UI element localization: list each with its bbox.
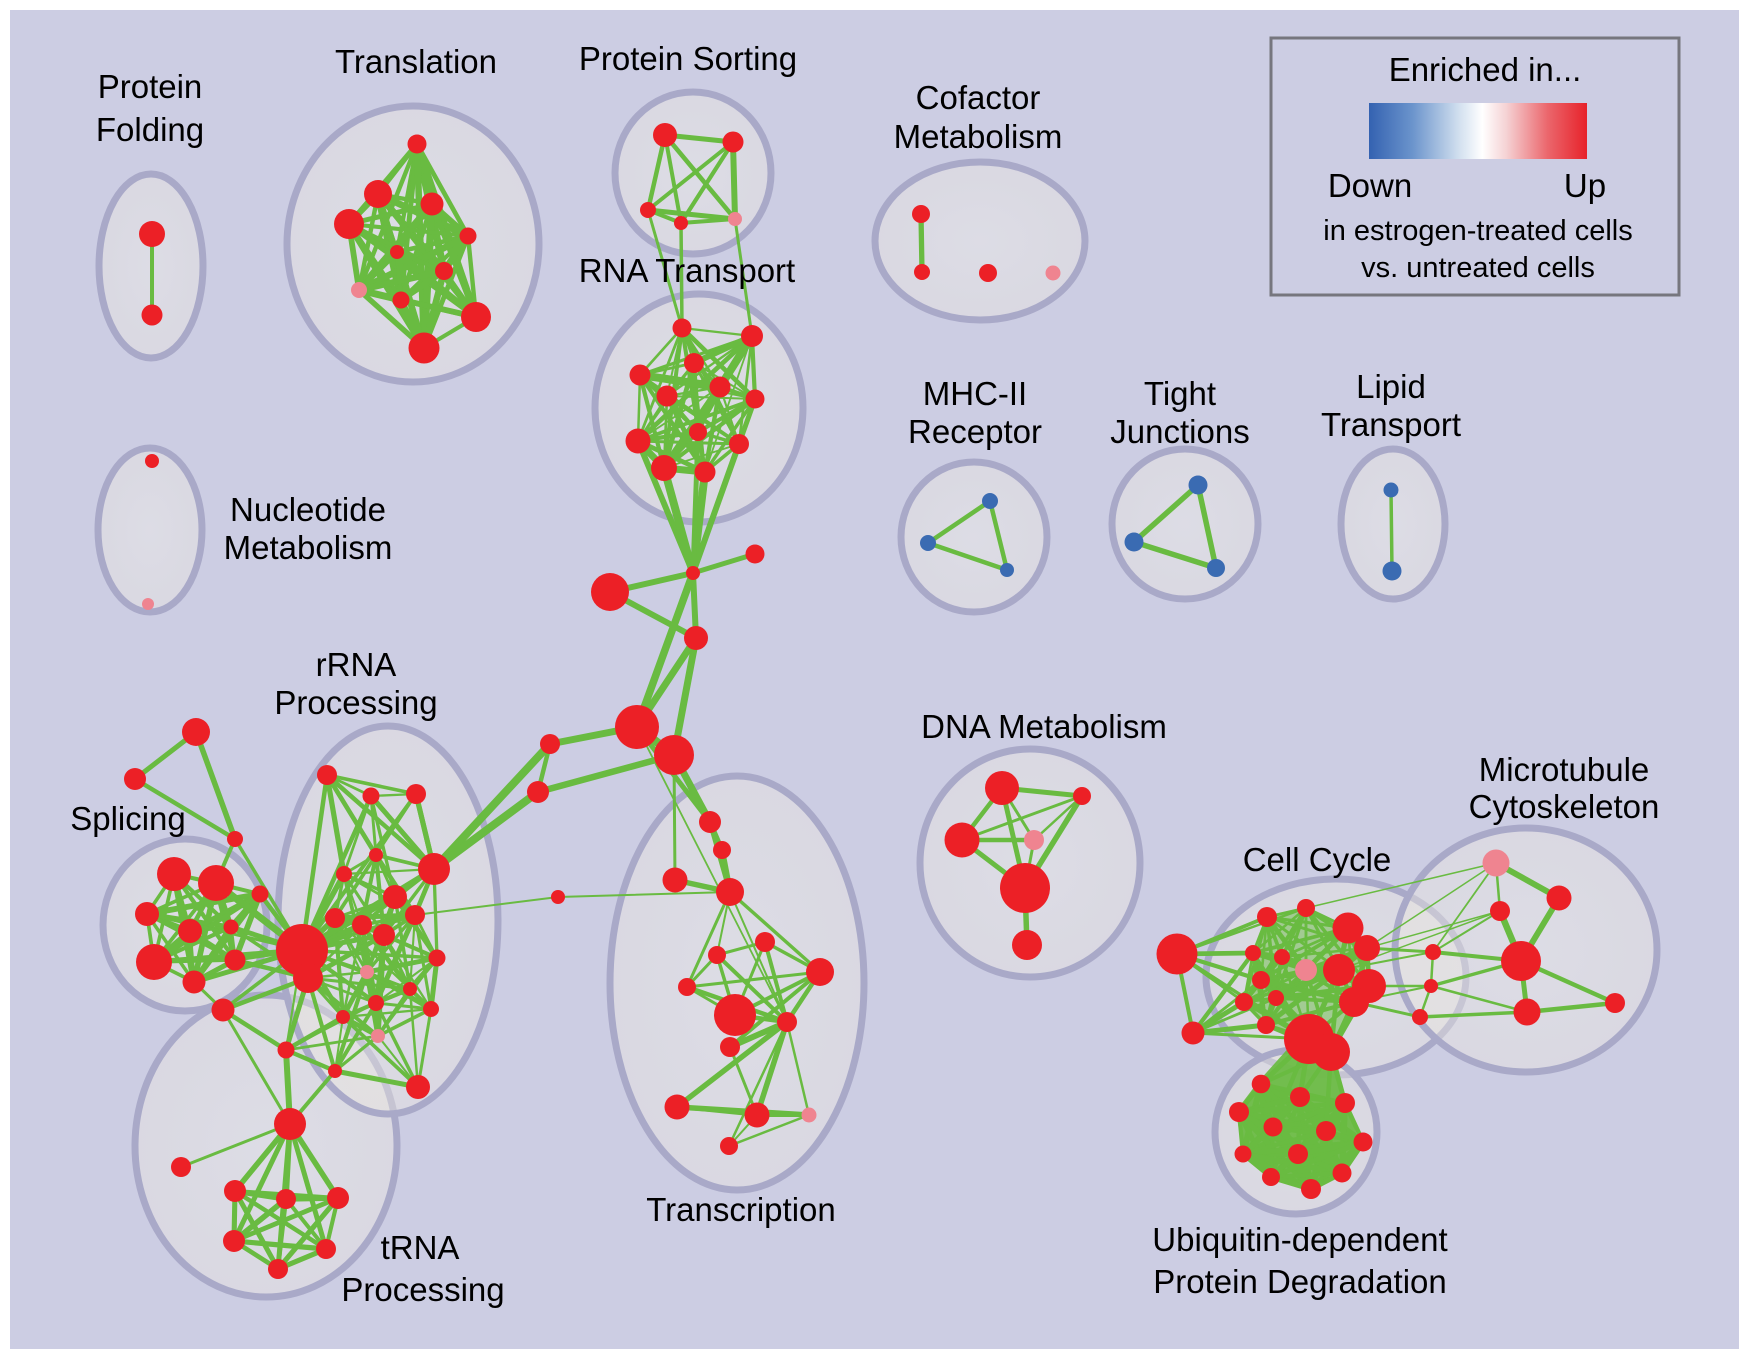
svg-text:Receptor: Receptor (908, 413, 1042, 450)
svg-text:Tight: Tight (1144, 375, 1216, 412)
svg-text:Processing: Processing (274, 684, 437, 721)
svg-text:Cytoskeleton: Cytoskeleton (1469, 788, 1660, 825)
svg-text:vs. untreated cells: vs. untreated cells (1361, 252, 1595, 284)
svg-text:Lipid: Lipid (1356, 368, 1426, 405)
svg-text:Protein: Protein (98, 68, 203, 105)
svg-text:Folding: Folding (96, 111, 204, 148)
svg-text:Cell Cycle: Cell Cycle (1243, 841, 1392, 878)
svg-text:Microtubule: Microtubule (1479, 751, 1650, 788)
svg-text:Nucleotide: Nucleotide (230, 491, 386, 528)
svg-text:Down: Down (1328, 167, 1412, 204)
svg-text:tRNA: tRNA (381, 1229, 460, 1266)
svg-text:Metabolism: Metabolism (894, 118, 1063, 155)
svg-text:Metabolism: Metabolism (224, 529, 393, 566)
svg-text:RNA Transport: RNA Transport (579, 252, 795, 289)
svg-text:Processing: Processing (341, 1271, 504, 1308)
svg-text:rRNA: rRNA (316, 646, 397, 683)
svg-text:MHC-II: MHC-II (923, 375, 1027, 412)
svg-text:in estrogen-treated cells: in estrogen-treated cells (1323, 215, 1633, 247)
svg-text:Cofactor: Cofactor (916, 79, 1041, 116)
svg-text:Translation: Translation (335, 43, 497, 80)
svg-text:Transport: Transport (1321, 406, 1461, 443)
svg-text:Splicing: Splicing (70, 800, 186, 837)
svg-text:DNA Metabolism: DNA Metabolism (921, 708, 1167, 745)
svg-text:Transcription: Transcription (646, 1191, 836, 1228)
svg-text:Protein Sorting: Protein Sorting (579, 40, 797, 77)
svg-text:Enriched in...: Enriched in... (1389, 51, 1582, 88)
svg-text:Ubiquitin-dependent: Ubiquitin-dependent (1152, 1221, 1447, 1258)
svg-text:Up: Up (1564, 167, 1606, 204)
svg-text:Junctions: Junctions (1110, 413, 1249, 450)
svg-text:Protein Degradation: Protein Degradation (1153, 1263, 1447, 1300)
